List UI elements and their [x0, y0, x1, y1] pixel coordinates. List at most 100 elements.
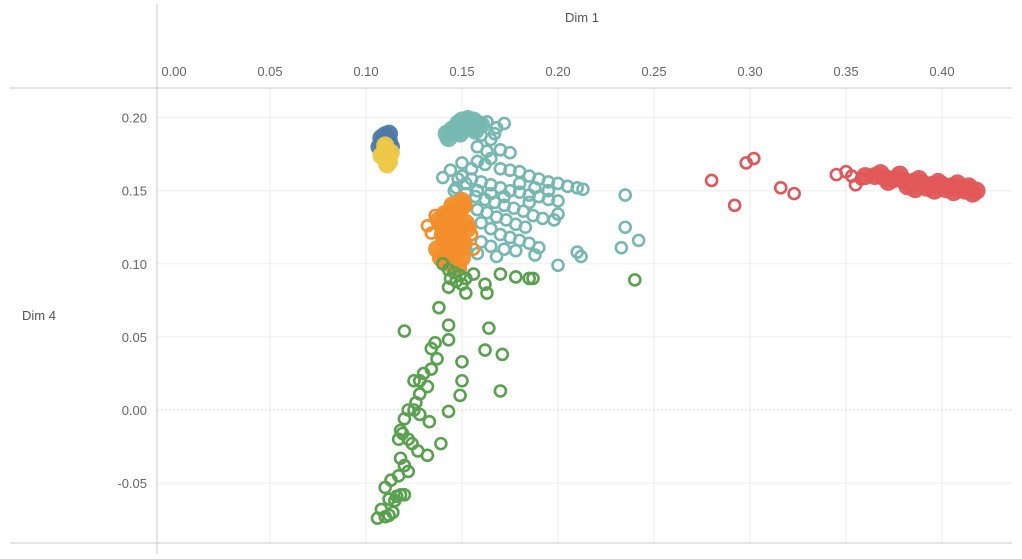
y-tick-label: -0.05	[117, 476, 147, 491]
x-axis-title: Dim 1	[565, 10, 599, 25]
data-point	[466, 242, 481, 256]
data-point	[508, 243, 523, 258]
y-axis-title: Dim 4	[22, 308, 56, 323]
data-point	[959, 177, 978, 196]
data-point	[483, 186, 498, 201]
data-point	[407, 373, 421, 388]
data-point	[631, 233, 646, 248]
data-point	[381, 143, 400, 162]
data-point	[434, 436, 448, 451]
data-point	[944, 183, 963, 202]
x-tick-label: 0.05	[257, 64, 282, 79]
grid-layer	[157, 88, 1012, 543]
data-point	[925, 181, 944, 200]
data-point	[503, 145, 517, 160]
data-point	[493, 267, 508, 281]
data-point	[618, 188, 633, 202]
data-point	[497, 116, 512, 131]
data-point	[483, 239, 498, 254]
data-point	[443, 196, 462, 215]
data-point	[409, 395, 423, 410]
data-point	[466, 121, 485, 140]
data-point	[574, 249, 588, 264]
data-point	[541, 183, 556, 198]
data-point	[478, 157, 492, 172]
data-point	[614, 240, 629, 255]
data-point	[480, 286, 494, 300]
data-point	[470, 183, 485, 198]
x-tick-label: 0.35	[833, 64, 858, 79]
data-point	[430, 352, 444, 366]
y-tick-label: 0.00	[122, 403, 147, 418]
x-tick-label: 0.40	[929, 64, 954, 79]
data-point	[551, 207, 565, 221]
data-point	[570, 180, 585, 195]
data-point	[424, 226, 439, 240]
data-point	[474, 216, 489, 230]
data-point	[422, 414, 437, 429]
data-point	[370, 511, 385, 525]
data-point	[787, 186, 801, 201]
data-point	[451, 124, 470, 143]
data-point	[483, 132, 498, 147]
x-tick-label: 0.00	[161, 64, 186, 79]
data-point	[459, 286, 473, 300]
tick-layer: 0.00 0.05 0.10 0.15 0.20 0.25 0.30 0.35 0.40 0.20…	[117, 64, 954, 491]
data-point	[551, 258, 565, 273]
data-point	[378, 480, 393, 495]
data-point	[451, 237, 470, 256]
data-point	[386, 505, 400, 520]
data-point	[397, 324, 412, 338]
x-tick-label: 0.25	[641, 64, 666, 79]
data-point	[435, 170, 450, 185]
data-point	[459, 176, 473, 191]
x-tick-label: 0.20	[545, 64, 570, 79]
data-point	[443, 163, 458, 178]
data-point	[508, 270, 523, 284]
data-point	[618, 220, 633, 235]
data-point	[447, 183, 462, 198]
data-point	[526, 271, 540, 286]
points-layer	[370, 110, 986, 525]
data-point	[495, 347, 510, 362]
data-point	[627, 273, 642, 287]
data-point	[420, 448, 435, 463]
data-point	[428, 240, 447, 259]
data-point	[428, 208, 442, 223]
data-point	[704, 173, 719, 188]
data-point	[466, 267, 481, 281]
data-point	[382, 492, 396, 506]
data-point	[397, 411, 412, 426]
data-point	[441, 318, 456, 333]
data-point	[522, 195, 537, 210]
data-point	[576, 182, 590, 197]
y-tick-label: 0.20	[122, 111, 147, 126]
data-point	[432, 300, 446, 315]
axes-layer: Dim 1 Dim 4	[10, 4, 1012, 554]
data-point	[551, 194, 565, 208]
data-point	[478, 343, 492, 357]
data-point	[773, 180, 788, 195]
data-point	[420, 379, 435, 394]
data-point	[528, 180, 542, 195]
data-point	[441, 280, 456, 294]
data-point	[412, 407, 427, 422]
data-point	[493, 384, 508, 398]
x-tick-label: 0.30	[737, 64, 762, 79]
data-point	[518, 220, 533, 235]
data-point	[441, 404, 456, 419]
data-point	[512, 176, 527, 191]
data-point	[489, 249, 504, 264]
x-tick-label: 0.10	[353, 64, 378, 79]
data-point	[747, 151, 761, 166]
data-point	[433, 225, 452, 244]
y-tick-label: 0.05	[122, 330, 147, 345]
x-tick-label: 0.15	[449, 64, 474, 79]
data-point	[528, 248, 542, 262]
data-point	[455, 373, 469, 388]
data-point	[482, 321, 496, 335]
data-point	[497, 189, 512, 204]
data-point	[483, 221, 498, 236]
data-point	[871, 164, 890, 183]
